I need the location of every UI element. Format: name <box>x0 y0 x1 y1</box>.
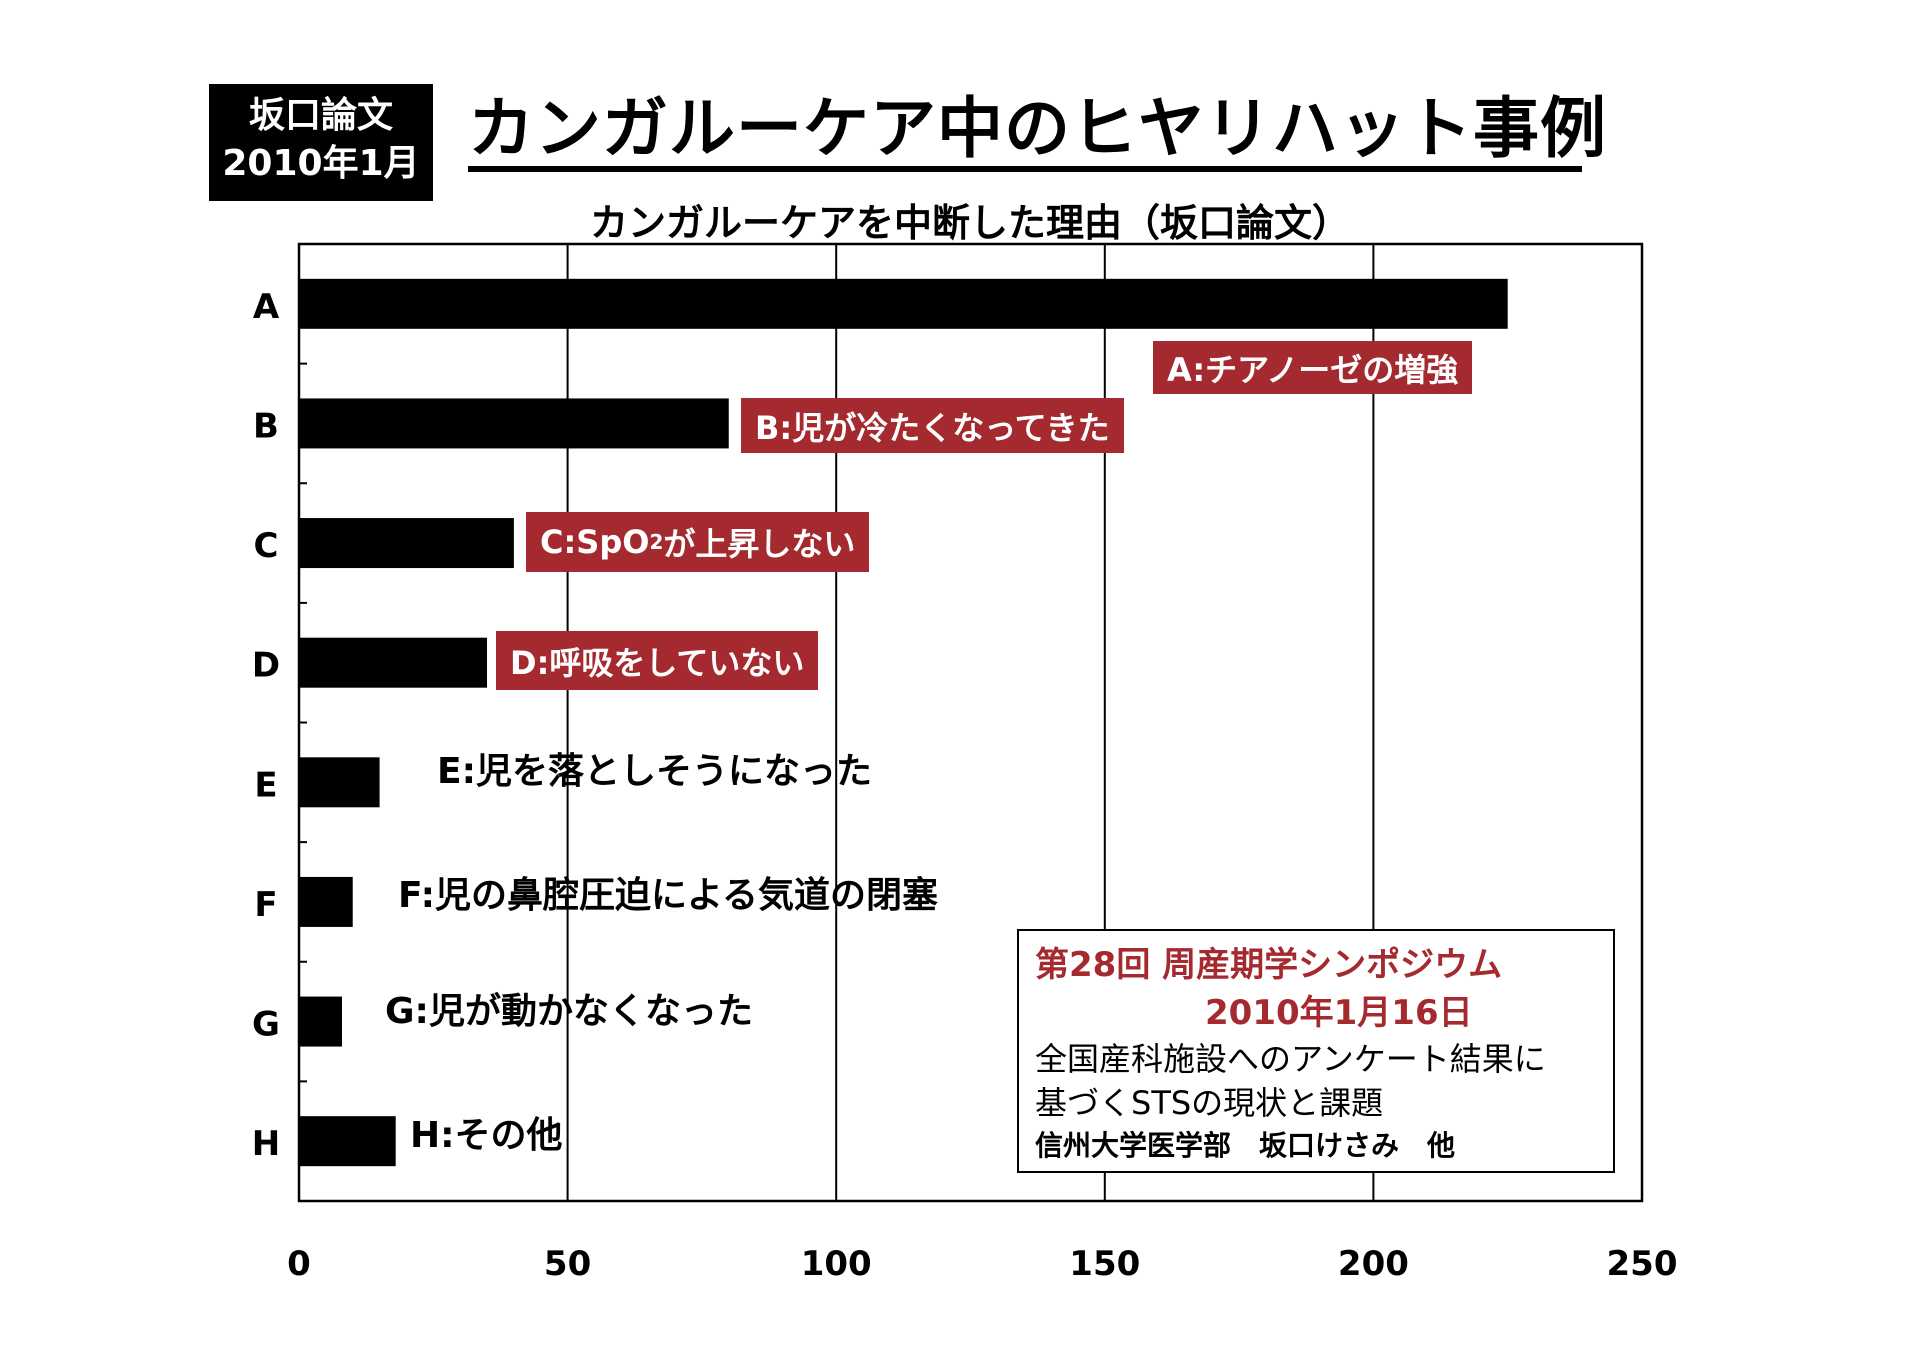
annotation-c-pre: C:SpO <box>540 523 650 561</box>
paper-title-line1: 全国産科施設へのアンケート結果に <box>1035 1040 1546 1078</box>
source-badge: 坂口論文 2010年1月 <box>209 84 433 201</box>
bar-e <box>299 757 380 808</box>
page-title: カンガルーケア中のヒヤリハット事例 <box>468 92 1606 172</box>
annotation-b: B:児が冷たくなってきた <box>741 398 1124 453</box>
annotation-h: H:その他 <box>410 1115 563 1156</box>
annotation-g: G:児が動かなくなった <box>385 991 753 1032</box>
bar-b <box>299 398 729 449</box>
y-category-label: F <box>254 885 277 925</box>
bar-h <box>299 1116 396 1167</box>
bar-f <box>299 876 353 927</box>
chart-title: カンガルーケアを中断した理由（坂口論文） <box>589 201 1350 245</box>
y-category-label: G <box>252 1005 280 1045</box>
bar-a <box>299 278 1508 329</box>
x-tick-label: 250 <box>1607 1244 1678 1284</box>
y-category-label: C <box>254 526 279 566</box>
bar-d <box>299 637 488 688</box>
bar-g <box>299 996 342 1047</box>
paper-title-line2: 基づくSTSの現状と課題 <box>1035 1084 1384 1122</box>
annotation-e: E:児を落としそうになった <box>437 751 872 792</box>
annotation-c-post: が上昇しない <box>663 525 856 563</box>
x-tick-label: 200 <box>1338 1244 1409 1284</box>
annotation-f: F:児の鼻腔圧迫による気道の閉塞 <box>398 875 938 916</box>
y-category-label: B <box>253 406 279 446</box>
y-category-label: D <box>252 646 280 686</box>
x-tick-label: 0 <box>287 1244 311 1284</box>
y-category-label: E <box>254 765 277 805</box>
badge-line2: 2010年1月 <box>222 143 420 184</box>
bar-c <box>299 518 514 569</box>
y-category-label: H <box>252 1124 280 1164</box>
symposium-name: 第28回 周産期学シンポジウム <box>1035 945 1503 985</box>
annotation-d: D:呼吸をしていない <box>496 631 819 690</box>
x-tick-label: 100 <box>801 1244 872 1284</box>
annotation-c-sub: 2 <box>649 530 664 554</box>
x-tick-label: 150 <box>1069 1244 1140 1284</box>
paper-authors: 信州大学医学部 坂口けさみ 他 <box>1035 1129 1456 1162</box>
y-category-label: A <box>253 287 280 327</box>
source-info-box: 第28回 周産期学シンポジウム 2010年1月16日 全国産科施設へのアンケート… <box>1017 929 1615 1173</box>
symposium-date: 2010年1月16日 <box>1205 993 1473 1033</box>
badge-line1: 坂口論文 <box>248 95 393 136</box>
annotation-c: C:SpO 2 が上昇しない <box>526 512 870 572</box>
x-tick-label: 50 <box>544 1244 591 1284</box>
annotation-a: A:チアノーゼの増強 <box>1153 341 1473 394</box>
